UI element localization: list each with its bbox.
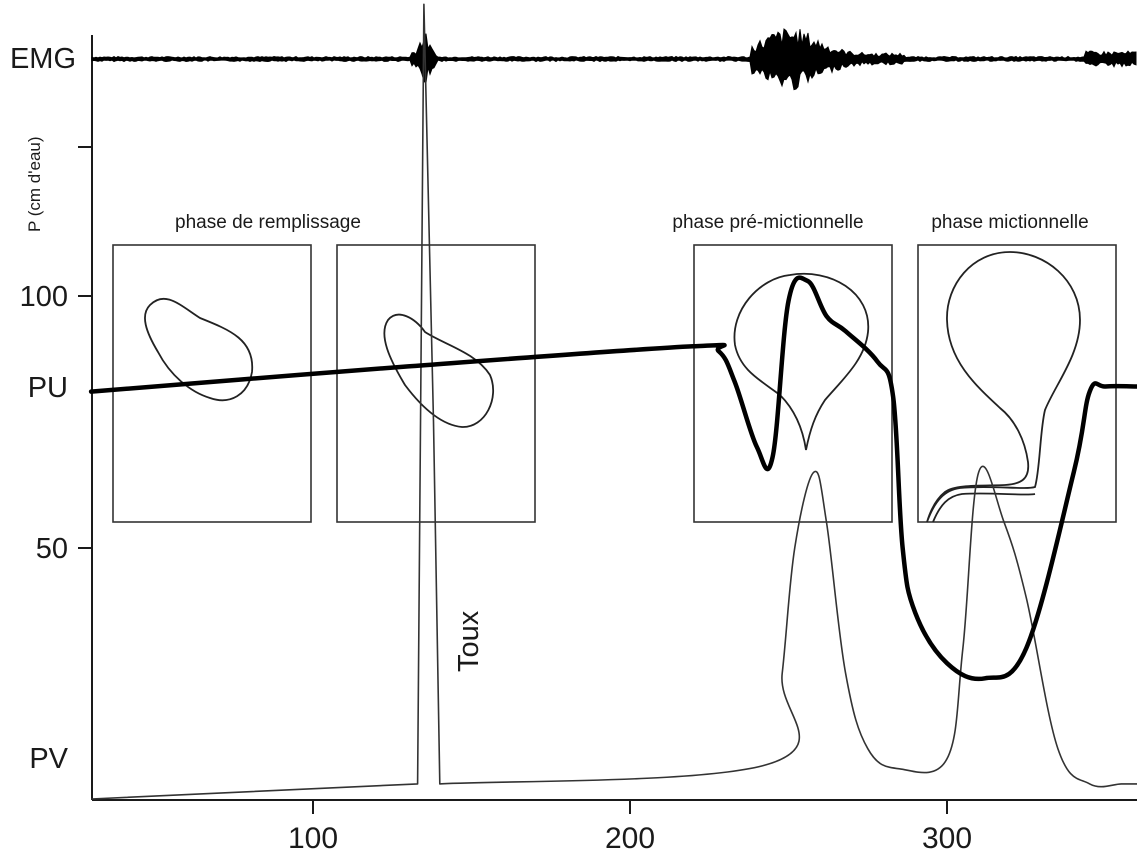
- pu-label: PU: [28, 372, 68, 404]
- pressure-flow-loop: [733, 272, 869, 451]
- pressure-flow-loop: [932, 492, 1036, 523]
- x-tick-label: 100: [288, 822, 338, 855]
- phase-box-filling-1: [112, 244, 312, 523]
- pressure-flow-loop: [926, 251, 1081, 523]
- phase-label-pre-micturition: phase pré-mictionnelle: [672, 212, 863, 233]
- phase-label-filling: phase de remplissage: [175, 212, 361, 233]
- x-tick-label: 300: [922, 822, 972, 855]
- pv-label: PV: [29, 743, 68, 775]
- emg-label: EMG: [10, 43, 76, 75]
- phase-box-filling-2: [336, 244, 536, 523]
- pressure-flow-loop: [144, 297, 253, 402]
- x-tick-label: 200: [605, 822, 655, 855]
- series-line-pv: [91, 3, 1137, 800]
- cough-annotation: Toux: [453, 610, 485, 672]
- phase-box-micturition: [917, 244, 1117, 523]
- y-tick-label: 100: [20, 281, 68, 313]
- y-tick-label: 50: [36, 533, 68, 565]
- phase-label-micturition: phase mictionnelle: [931, 212, 1088, 233]
- pressure-flow-loop: [383, 313, 495, 428]
- y-axis-label: P (cm d'eau): [25, 136, 44, 232]
- emg-trace: [91, 28, 1137, 91]
- series-line-pu: [88, 275, 1137, 682]
